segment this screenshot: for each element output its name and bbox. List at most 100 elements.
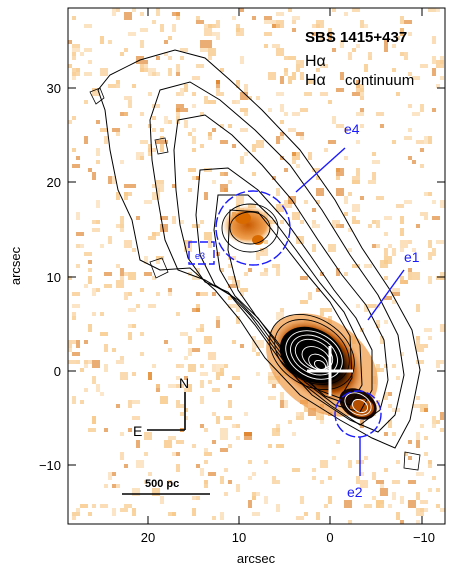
noise-pixel <box>432 108 436 112</box>
noise-pixel <box>388 392 392 396</box>
noise-pixel <box>116 484 120 488</box>
noise-pixel <box>404 280 408 284</box>
noise-pixel <box>256 372 260 376</box>
noise-pixel <box>232 376 240 380</box>
noise-pixel <box>120 52 124 56</box>
noise-pixel <box>160 224 168 232</box>
noise-pixel <box>208 100 216 104</box>
noise-pixel <box>408 268 412 272</box>
noise-pixel <box>76 212 80 220</box>
noise-pixel <box>200 396 204 404</box>
noise-pixel <box>72 304 80 308</box>
contour-inner-black <box>221 203 355 391</box>
noise-pixel <box>312 244 316 252</box>
noise-pixel <box>252 512 260 516</box>
noise-pixel <box>416 432 420 440</box>
noise-pixel <box>428 336 432 340</box>
noise-pixel <box>376 244 380 248</box>
noise-pixel <box>76 508 80 512</box>
noise-pixel <box>84 24 92 28</box>
noise-pixel <box>412 76 420 80</box>
noise-pixel <box>336 268 340 276</box>
noise-pixel <box>148 236 156 240</box>
noise-pixel <box>116 132 120 136</box>
noise-pixel <box>164 52 168 56</box>
noise-pixel <box>336 124 344 128</box>
noise-pixel <box>220 184 228 192</box>
noise-pixel <box>208 380 212 384</box>
noise-pixel <box>128 324 136 328</box>
noise-pixel <box>384 468 388 472</box>
x-tick-label: −10 <box>413 530 435 545</box>
noise-pixel <box>160 128 164 132</box>
noise-pixel <box>84 72 92 76</box>
noise-pixel <box>128 308 136 312</box>
noise-pixel <box>300 412 304 416</box>
noise-pixel <box>436 8 440 12</box>
noise-pixel <box>212 388 220 392</box>
noise-pixel <box>376 220 380 228</box>
noise-pixel <box>416 336 420 344</box>
noise-pixel <box>152 128 156 132</box>
noise-pixel <box>208 40 212 48</box>
noise-pixel <box>320 64 324 68</box>
noise-pixel <box>204 192 208 200</box>
noise-pixel <box>192 104 196 108</box>
noise-pixel <box>360 96 364 100</box>
noise-pixel <box>148 92 152 96</box>
noise-pixel <box>376 500 384 508</box>
noise-pixel <box>352 8 360 12</box>
noise-pixel <box>84 100 88 104</box>
noise-pixel <box>276 444 284 448</box>
noise-pixel <box>140 12 144 16</box>
noise-pixel <box>140 288 144 292</box>
noise-pixel <box>132 184 136 188</box>
noise-pixel <box>360 472 364 476</box>
noise-pixel <box>396 460 400 464</box>
noise-pixel <box>340 40 344 48</box>
noise-pixel <box>116 404 120 408</box>
noise-pixel <box>220 476 224 484</box>
noise-pixel <box>132 416 140 420</box>
noise-pixel <box>152 72 160 76</box>
noise-pixel <box>136 216 140 220</box>
noise-pixel <box>132 488 140 496</box>
noise-pixel <box>320 92 328 96</box>
noise-pixel <box>276 268 280 276</box>
noise-pixel <box>144 256 148 264</box>
compass <box>147 392 186 431</box>
noise-pixel <box>276 504 280 512</box>
noise-pixel <box>356 304 360 308</box>
noise-pixel <box>392 364 396 368</box>
noise-pixel <box>372 496 376 500</box>
noise-pixel <box>236 80 240 88</box>
noise-pixel <box>76 360 80 364</box>
noise-pixel <box>200 324 204 332</box>
noise-pixel <box>80 504 88 508</box>
noise-pixel <box>196 292 200 296</box>
noise-pixel <box>152 192 160 200</box>
noise-pixel <box>416 440 420 448</box>
noise-pixel <box>284 68 288 76</box>
noise-pixel <box>384 364 388 368</box>
noise-pixel <box>396 36 400 40</box>
noise-pixel <box>320 460 328 468</box>
noise-pixel <box>292 20 296 24</box>
noise-pixel <box>236 100 240 104</box>
noise-pixel <box>392 288 400 292</box>
noise-pixel <box>300 108 308 112</box>
noise-pixel <box>180 364 184 368</box>
noise-pixel <box>380 336 384 344</box>
contour-outer <box>97 49 421 449</box>
plot-frame <box>67 7 446 525</box>
noise-pixel <box>388 244 392 248</box>
noise-pixel <box>200 364 204 368</box>
noise-pixel <box>184 84 188 92</box>
noise-pixel <box>284 168 288 172</box>
noise-pixel <box>120 452 124 460</box>
noise-pixel <box>156 256 160 264</box>
noise-pixel <box>264 240 268 244</box>
noise-pixel <box>176 384 184 388</box>
noise-pixel <box>272 44 280 48</box>
